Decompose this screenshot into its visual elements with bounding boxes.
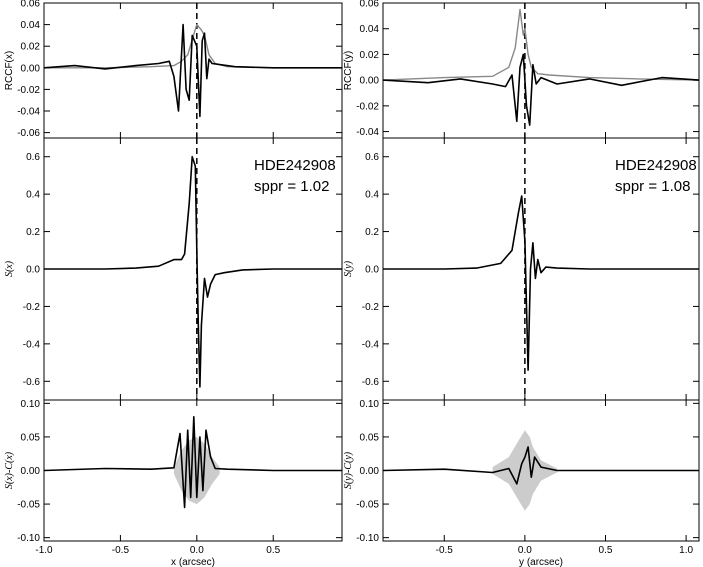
panel-s-y: 0.6 0.4 0.2 0.0 -0.2 -0.4 -0.6 S(y) HDE242908 spp… <box>343 137 700 401</box>
y-tick-label: 0.06 <box>21 0 41 10</box>
y-tick-label: -0.4 <box>23 339 41 350</box>
x-axis-label: x (arcsec) <box>171 557 215 567</box>
series-line-black <box>44 23 342 118</box>
x-tick-label: 1.0 <box>679 545 693 556</box>
y-tick-label: 0.00 <box>360 76 380 87</box>
y-tick-label: -0.02 <box>356 101 379 112</box>
y-axis-label: S(x)-C(x) <box>4 451 15 489</box>
y-axis-label: S(x) <box>4 260 15 277</box>
y-tick-label: 0.6 <box>26 152 40 163</box>
y-tick-label: 0.02 <box>360 50 380 61</box>
y-tick-label: -0.6 <box>362 377 380 388</box>
panel-s-y-c-y: 0.10 0.05 0.00 -0.05 -0.10 -0.5 0.0 0.5 1.0 S(y)-… <box>343 399 700 567</box>
series-line-black <box>383 195 699 371</box>
envelope-band <box>492 430 558 511</box>
y-tick-label: 0.04 <box>21 20 41 31</box>
y-axis-label: RCCF(y) <box>343 51 354 90</box>
y-tick-label: -0.05 <box>356 500 379 511</box>
x-tick-label: 0.0 <box>190 545 204 556</box>
series-line-grey <box>383 8 699 81</box>
panels-layer: 0.060.040.020.00-0.02-0.04-0.06RCCF(x)0.… <box>4 0 700 567</box>
y-tick-label: 0.05 <box>360 432 380 443</box>
y-tick-label: -0.04 <box>17 107 40 118</box>
series-line-black <box>44 155 342 388</box>
x-tick-label: 0.5 <box>599 545 613 556</box>
annotation-line: HDE242908 <box>615 157 697 174</box>
y-tick-label: -0.02 <box>17 85 40 96</box>
y-tick-label: 0.10 <box>21 399 41 410</box>
series-line-black <box>383 53 699 126</box>
y-tick-label: -0.2 <box>23 302 41 313</box>
y-axis-label: S(y)-C(y) <box>343 451 354 489</box>
panel-frame <box>43 2 343 139</box>
y-tick-label: 0.00 <box>360 466 380 477</box>
y-tick-label: 0.4 <box>365 190 379 201</box>
y-tick-label: -0.10 <box>356 533 379 544</box>
y-tick-label: 0.0 <box>26 265 40 276</box>
y-tick-label: 0.00 <box>21 63 41 74</box>
y-tick-label: 0.05 <box>21 432 41 443</box>
y-axis-label: S(y) <box>343 260 354 277</box>
x-axis-label: y (arcsec) <box>519 557 563 567</box>
x-tick-label: 0.0 <box>518 545 532 556</box>
x-tick-label: -1.0 <box>35 545 53 556</box>
y-tick-label: 0.2 <box>365 227 379 238</box>
y-tick-label: -0.4 <box>362 339 380 350</box>
panel-frame <box>382 2 700 139</box>
y-tick-label: 0.02 <box>21 42 41 53</box>
y-axis-label: RCCF(x) <box>4 51 15 90</box>
y-tick-label: 0.4 <box>26 190 40 201</box>
y-tick-label: -0.2 <box>362 302 380 313</box>
y-tick-label: -0.6 <box>23 377 41 388</box>
annotation-line: sppr = 1.02 <box>254 178 329 195</box>
y-tick-label: 0.00 <box>21 466 41 477</box>
series-line-black <box>44 416 342 509</box>
y-tick-label: 0.10 <box>360 399 380 410</box>
y-tick-label: -0.06 <box>17 128 40 139</box>
panel-s-x-c-x: 0.10 0.05 0.00 -0.05 -0.10-1.0 -0.5 0.0 0.5 S(x)… <box>4 399 343 567</box>
series-line-black <box>383 446 699 485</box>
annotation-line: sppr = 1.08 <box>615 178 690 195</box>
y-tick-label: 0.2 <box>26 227 40 238</box>
y-tick-label: 0.06 <box>360 0 380 10</box>
x-tick-label: -0.5 <box>112 545 130 556</box>
y-tick-label: 0.04 <box>360 24 380 35</box>
panel-s-x: 0.6 0.4 0.2 0.0 -0.2 -0.4 -0.6 S(x) HDE242908 spp… <box>4 137 343 401</box>
annotation-line: HDE242908 <box>254 157 336 174</box>
x-tick-label: -0.5 <box>436 545 454 556</box>
y-tick-label: 0.6 <box>365 152 379 163</box>
panel-rccf-y: 0.06 0.04 0.02 0.00 -0.02 -0.04 RCCF(y) <box>343 0 700 139</box>
y-tick-label: 0.0 <box>365 265 379 276</box>
y-tick-label: -0.05 <box>17 500 40 511</box>
panel-rccf-x: 0.06 0.04 0.02 0.00 -0.02 -0.04 -0.06 RCCF(x) <box>4 0 343 139</box>
series-line-grey <box>44 23 342 69</box>
y-tick-label: -0.10 <box>17 533 40 544</box>
y-tick-label: -0.04 <box>356 127 379 138</box>
x-tick-label: 0.5 <box>266 545 280 556</box>
